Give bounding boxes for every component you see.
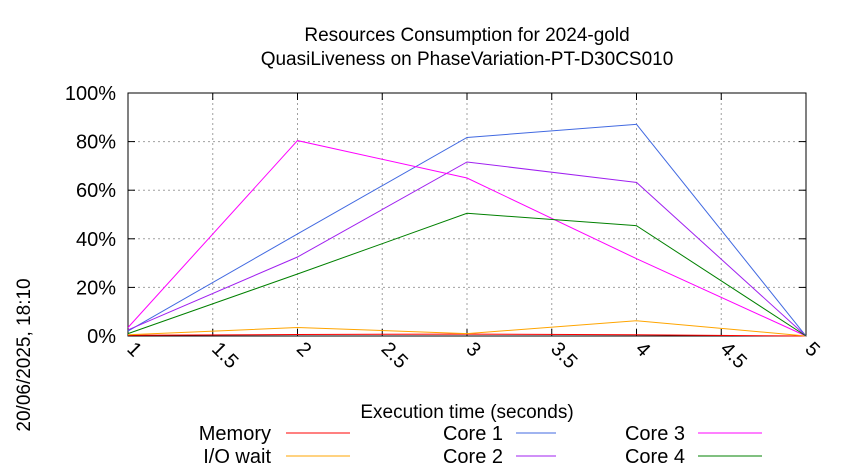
- x-tick-label: 3.5: [546, 338, 581, 373]
- x-tick-label: 2.5: [377, 338, 412, 373]
- y-tick-label: 100%: [65, 83, 116, 105]
- series-lines: [127, 123, 807, 337]
- y-tick-label: 0%: [87, 326, 116, 348]
- y-tick-label: 80%: [76, 132, 116, 154]
- series-line: [127, 140, 807, 337]
- x-axis-label: Execution time (seconds): [360, 402, 573, 423]
- chart-subtitle: QuasiLiveness on PhaseVariation-PT-D30CS…: [261, 49, 674, 70]
- x-tick-label: 5: [800, 338, 823, 361]
- x-tick-label: 3: [461, 338, 484, 361]
- series-line: [127, 161, 807, 337]
- series-line: [127, 123, 807, 337]
- legend-label: I/O wait: [203, 446, 271, 468]
- y-tick-label: 40%: [76, 229, 116, 251]
- x-tick-label: 1: [122, 338, 145, 361]
- y-tick-label: 20%: [76, 277, 116, 299]
- chart-title: Resources Consumption for 2024-gold: [304, 25, 629, 46]
- legend-label: Core 2: [443, 446, 503, 468]
- legend-label: Core 1: [443, 423, 503, 445]
- x-tick-label: 2: [292, 338, 315, 361]
- x-tick-label: 4: [631, 338, 654, 361]
- side-label: 20/06/2025, 18:10: [14, 278, 35, 431]
- x-tick-label: 1.5: [207, 338, 242, 373]
- legend-label: Core 4: [625, 446, 685, 468]
- legend-label: Memory: [199, 423, 271, 445]
- grid: [128, 93, 806, 336]
- x-tick-label: 4.5: [716, 338, 751, 373]
- series-line: [127, 212, 807, 337]
- axes: 0% 20% 40% 60% 80% 100% 1 1.5 2 2.5 3 3.5 4 4.5 5: [65, 83, 824, 373]
- y-tick-label: 60%: [76, 180, 116, 202]
- legend-label: Core 3: [625, 423, 685, 445]
- series-line: [127, 320, 807, 337]
